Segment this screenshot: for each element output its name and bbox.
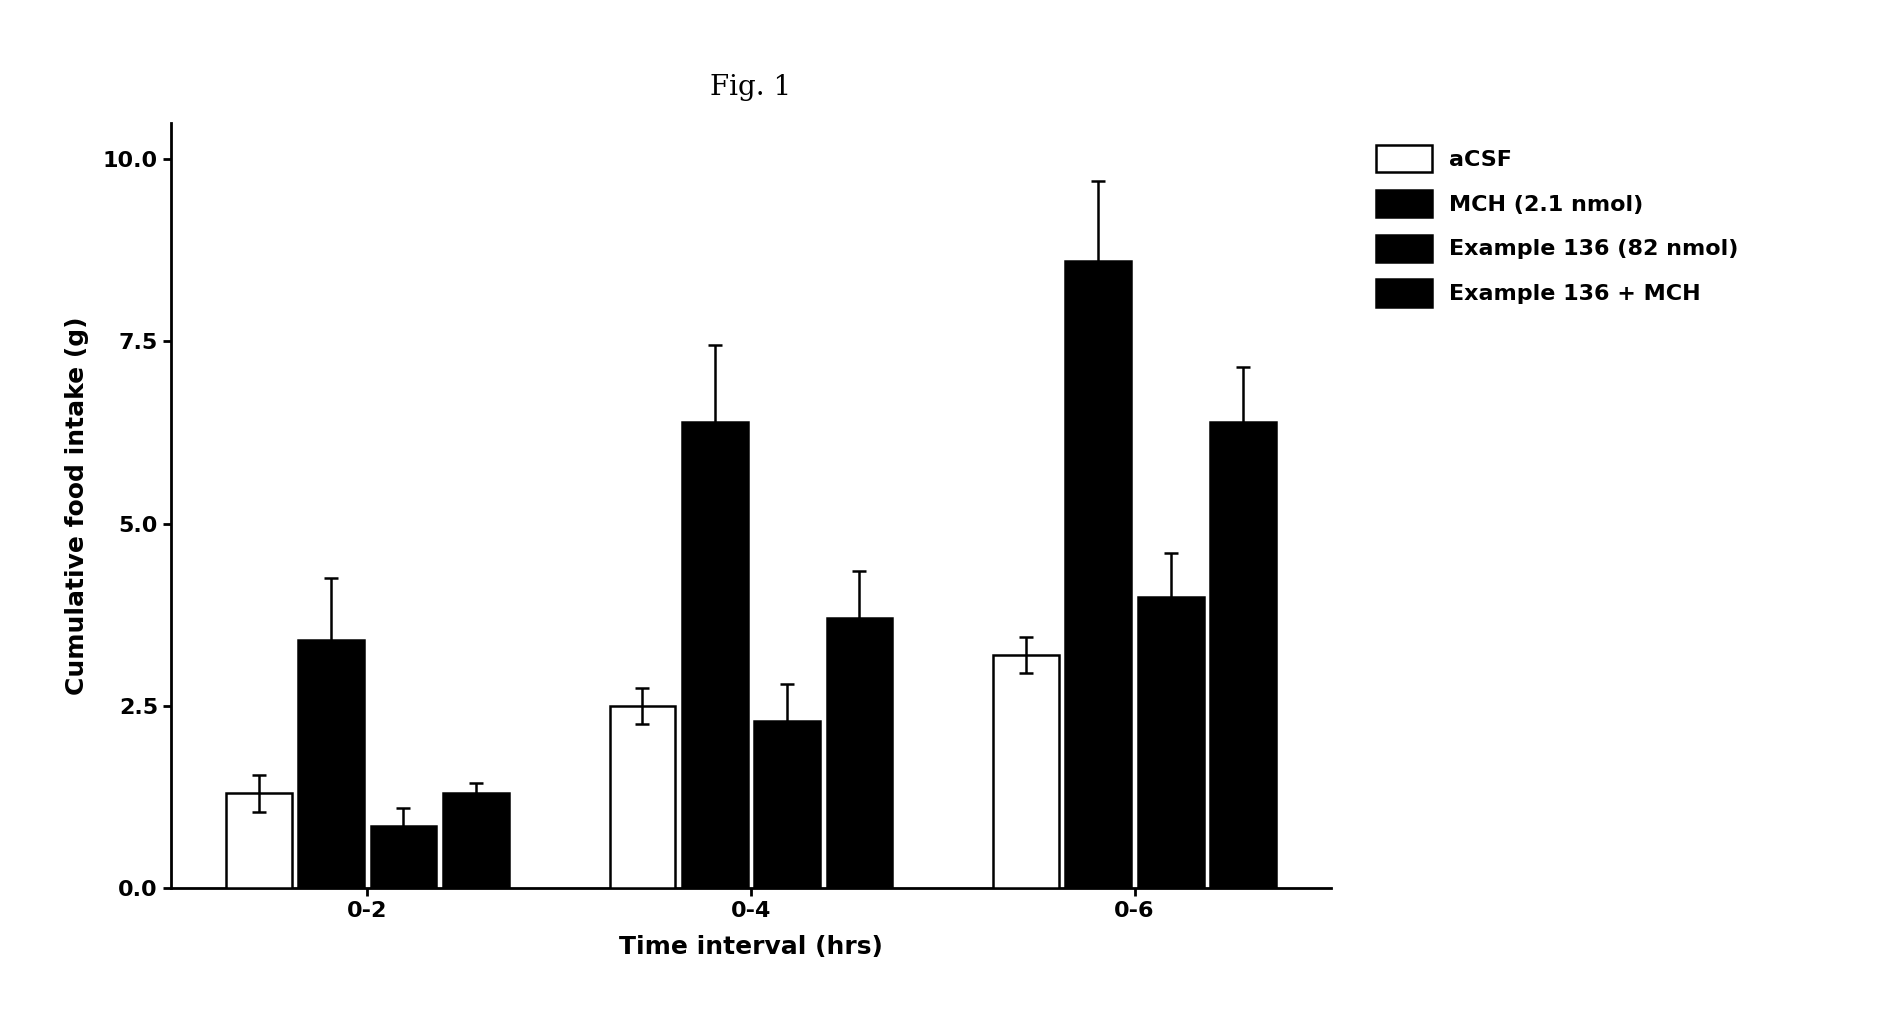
X-axis label: Time interval (hrs): Time interval (hrs) <box>620 935 882 960</box>
Bar <box>827 619 892 888</box>
Bar <box>226 793 291 888</box>
Bar <box>682 422 747 888</box>
Title: Fig. 1: Fig. 1 <box>711 74 791 101</box>
Bar <box>610 706 675 888</box>
Bar <box>443 793 509 888</box>
Bar <box>1211 422 1276 888</box>
Bar <box>1065 261 1131 888</box>
Bar <box>992 654 1059 888</box>
Bar <box>755 721 819 888</box>
Bar <box>298 640 363 888</box>
Legend: aCSF, MCH (2.1 nmol), Example 136 (82 nmol), Example 136 + MCH: aCSF, MCH (2.1 nmol), Example 136 (82 nm… <box>1365 134 1751 318</box>
Bar <box>371 826 437 888</box>
Bar <box>1139 596 1203 888</box>
Y-axis label: Cumulative food intake (g): Cumulative food intake (g) <box>65 317 89 694</box>
